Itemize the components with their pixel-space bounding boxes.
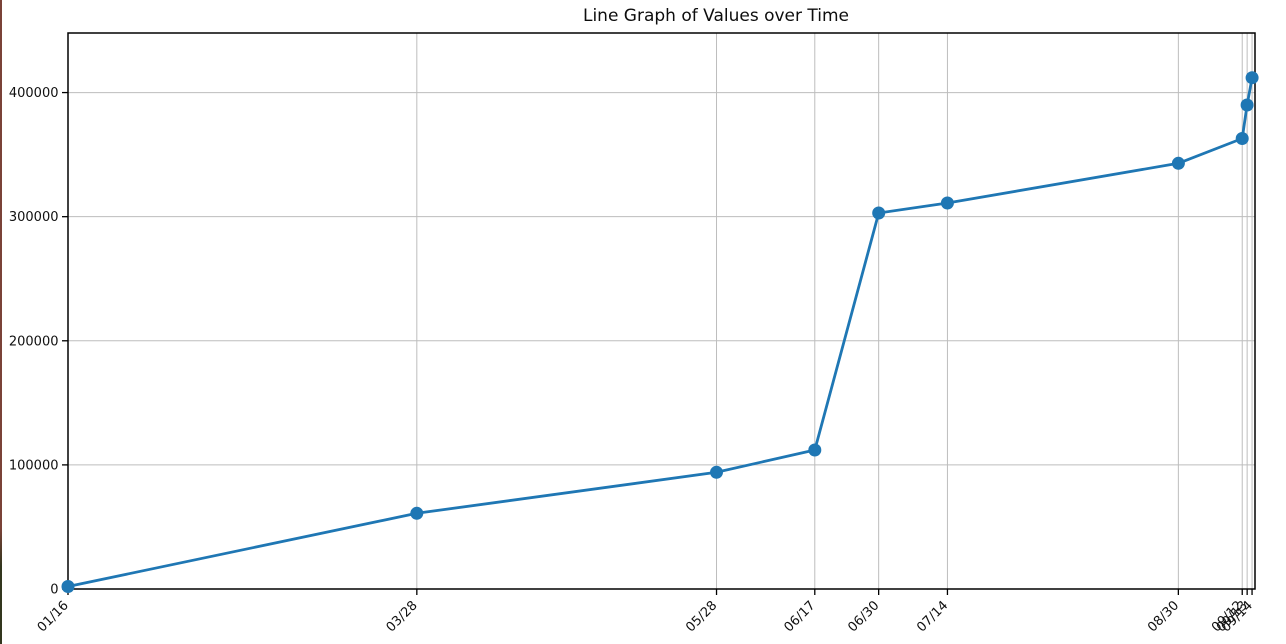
x-axis: 01/16 03/28 05/28 06/17 06/30 07/14 08/30 09/12… [35, 589, 1256, 635]
y-tick-label: 0 [50, 583, 58, 598]
x-tick-label: 06/30 [845, 598, 882, 635]
x-tick-label: 01/16 [35, 598, 72, 635]
x-tick-label: 08/30 [1145, 598, 1182, 635]
x-tick-label: 07/14 [914, 598, 951, 635]
y-tick-label: 300000 [9, 210, 59, 225]
y-tick-label: 100000 [9, 458, 59, 473]
x-tick-label: 05/28 [683, 598, 720, 635]
data-point-marker [872, 206, 886, 220]
gridlines [67, 33, 1255, 590]
data-point-marker [1245, 71, 1259, 85]
data-point-marker [61, 580, 75, 593]
data-line [67, 77, 1254, 588]
data-point-marker [1171, 156, 1185, 170]
y-tick-label: 400000 [9, 86, 59, 101]
data-point-marker [1235, 132, 1249, 145]
y-axis: 0 100000 200000 300000 400000 [9, 86, 68, 598]
data-point-marker [410, 506, 424, 520]
plot-frame [67, 32, 1256, 590]
data-point-marker [808, 443, 822, 457]
left-border-artifact [0, 0, 2, 644]
x-tick-label: 03/28 [384, 598, 421, 635]
chart-title: Line Graph of Values over Time [582, 6, 850, 26]
data-point-marker [1240, 98, 1254, 112]
data-point-marker [940, 196, 954, 210]
x-tick-label: 06/17 [782, 598, 819, 635]
y-tick-label: 200000 [9, 334, 59, 349]
data-point-marker [710, 465, 723, 479]
